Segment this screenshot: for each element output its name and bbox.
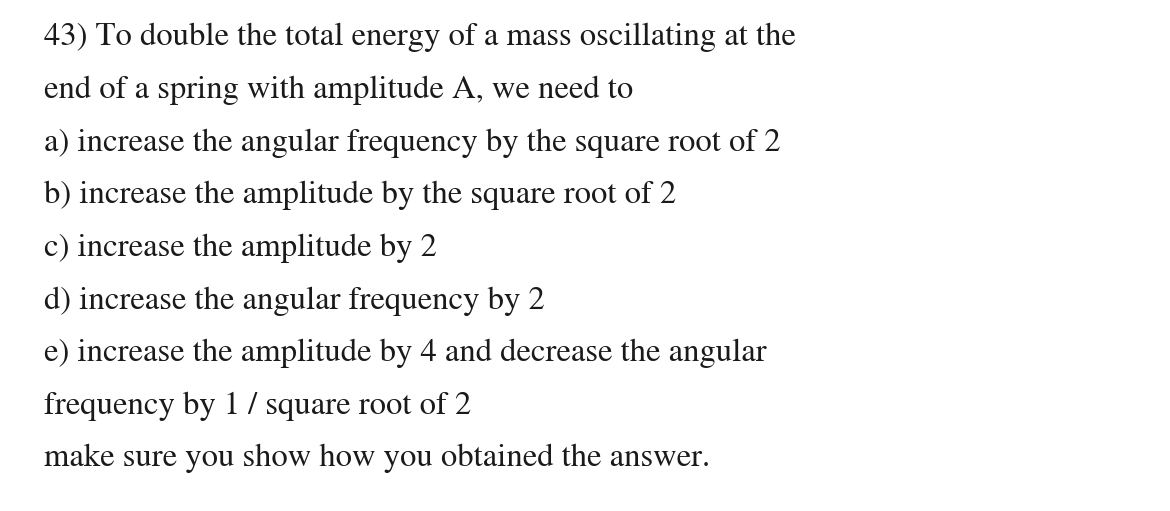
- Text: 43) To double the total energy of a mass oscillating at the: 43) To double the total energy of a mass…: [44, 23, 797, 53]
- Text: a) increase the angular frequency by the square root of 2: a) increase the angular frequency by the…: [44, 128, 782, 158]
- Text: b) increase the amplitude by the square root of 2: b) increase the amplitude by the square …: [44, 181, 676, 211]
- Text: make sure you show how you obtained the answer.: make sure you show how you obtained the …: [44, 444, 710, 474]
- Text: end of a spring with amplitude A, we need to: end of a spring with amplitude A, we nee…: [44, 76, 634, 105]
- Text: d) increase the angular frequency by 2: d) increase the angular frequency by 2: [44, 286, 545, 316]
- Text: frequency by 1 / square root of 2: frequency by 1 / square root of 2: [44, 391, 472, 421]
- Text: c) increase the amplitude by 2: c) increase the amplitude by 2: [44, 234, 438, 263]
- Text: e) increase the amplitude by 4 and decrease the angular: e) increase the amplitude by 4 and decre…: [44, 339, 768, 368]
